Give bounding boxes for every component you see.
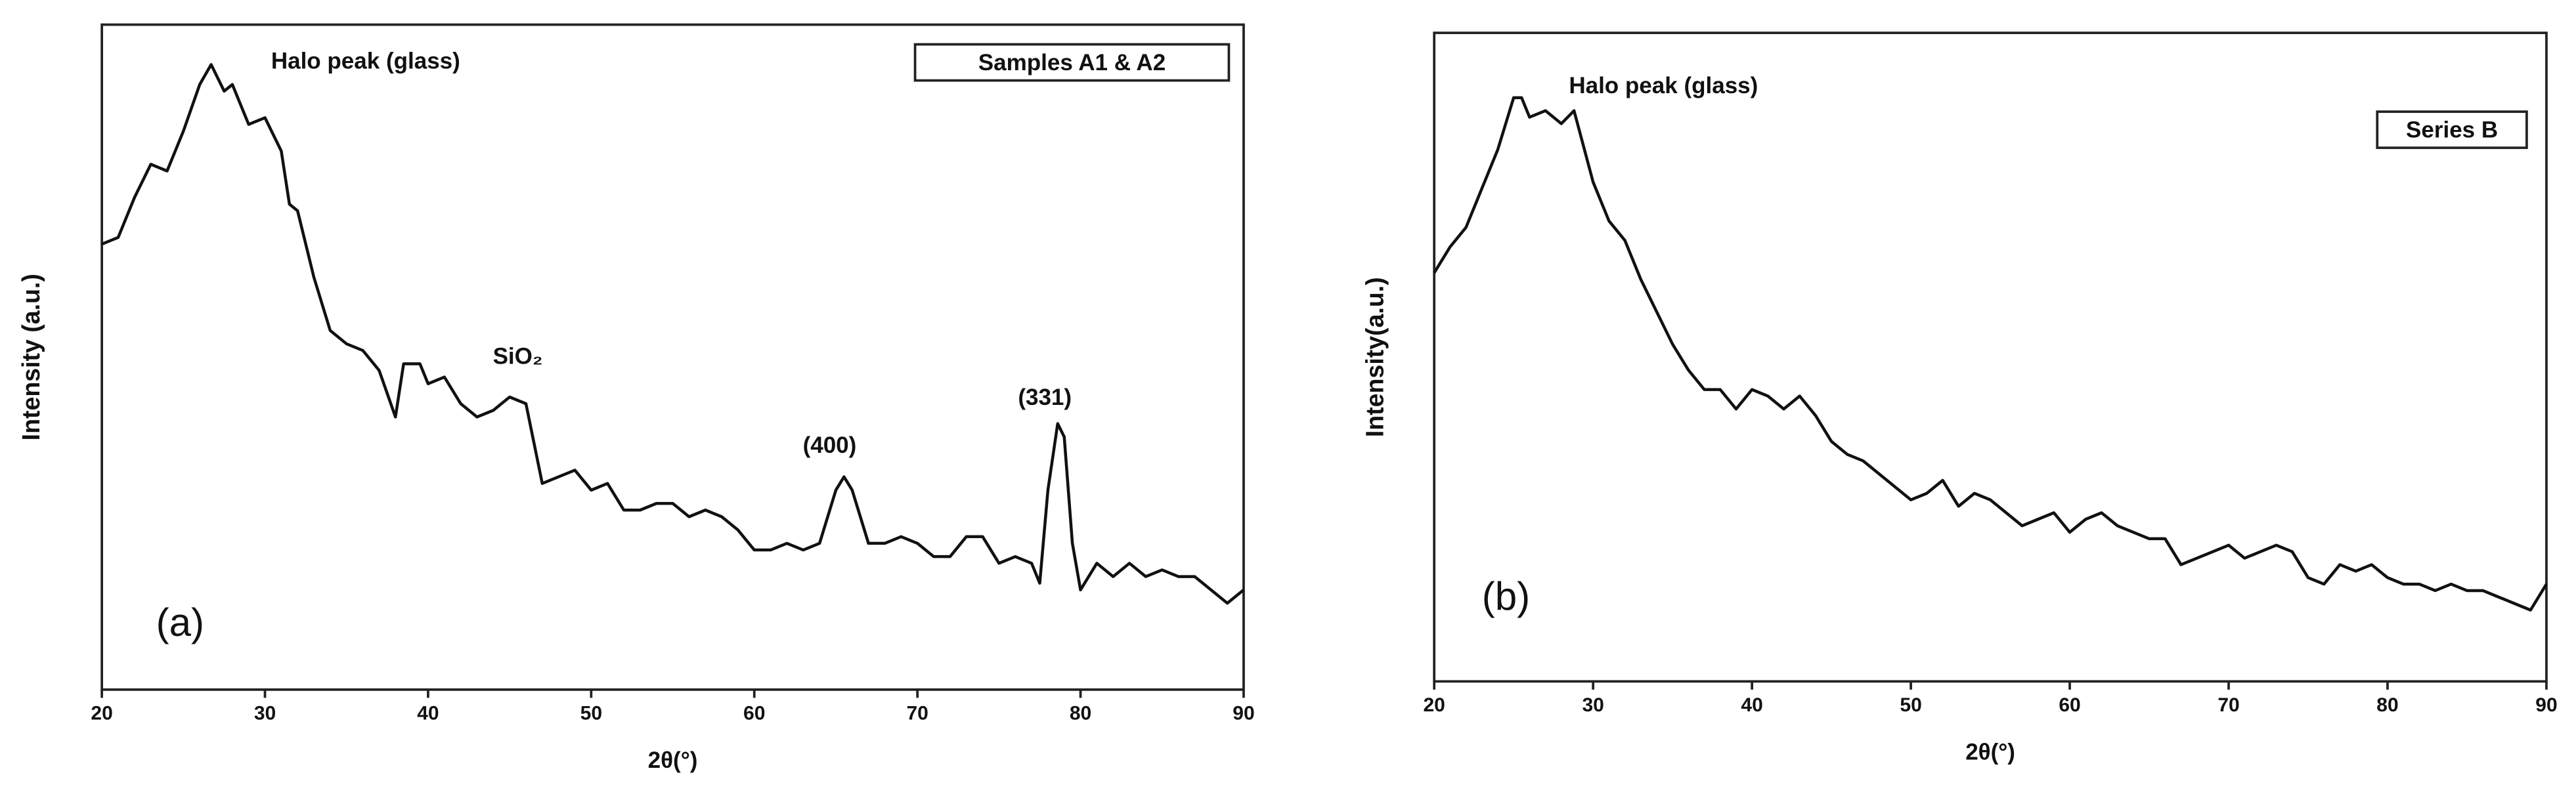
annotation: (331) xyxy=(1018,385,1072,410)
x-tick-label: 30 xyxy=(254,702,276,724)
annotation: (400) xyxy=(803,432,857,458)
y-axis-label: Intensity(a.u.) xyxy=(1361,277,1389,437)
annotation: Halo peak (glass) xyxy=(271,48,460,74)
legend-box xyxy=(2376,110,2528,150)
annotation: SiO₂ xyxy=(493,344,543,369)
x-tick-label: 30 xyxy=(1582,694,1604,716)
data-line xyxy=(101,63,1245,605)
y-axis-label: Intensity (a.u.) xyxy=(17,274,45,440)
plot-frame xyxy=(1433,32,2548,683)
x-tick-label: 40 xyxy=(417,702,439,724)
chart-panel: 20 30 40 50 60 70 80 90 2θ(°) Intensity(a.u.) Halo… xyxy=(1361,32,2558,765)
x-tick-label: 20 xyxy=(91,702,112,724)
panel-label: (a) xyxy=(156,600,204,644)
chart-panel: 20 30 40 50 60 70 80 90 2θ(°) Intensity (a.u.) Hal… xyxy=(17,23,1255,773)
legend-box xyxy=(913,43,1231,82)
x-axis-label: 2θ(°) xyxy=(1965,740,2015,765)
legend-label: Samples A1 & A2 xyxy=(978,50,1166,75)
plot-frame xyxy=(100,23,1245,691)
x-tick-label: 60 xyxy=(2059,694,2080,716)
x-tick-label: 80 xyxy=(2376,694,2398,716)
x-axis-label: 2θ(°) xyxy=(648,747,698,773)
x-tick-label: 70 xyxy=(906,702,928,724)
annotation: Halo peak (glass) xyxy=(1569,73,1758,98)
x-tick-label: 60 xyxy=(743,702,765,724)
data-line xyxy=(1433,96,2548,612)
x-tick-label: 80 xyxy=(1070,702,1091,724)
x-tick-label: 90 xyxy=(2535,694,2557,716)
x-tick-label: 50 xyxy=(580,702,602,724)
x-tick-label: 50 xyxy=(1900,694,1921,716)
x-tick-label: 20 xyxy=(1423,694,1445,716)
legend-label: Series B xyxy=(2406,117,2498,142)
x-tick-label: 40 xyxy=(1741,694,1762,716)
x-tick-label: 90 xyxy=(1233,702,1254,724)
x-tick-label: 70 xyxy=(2217,694,2239,716)
panel-label: (b) xyxy=(1482,574,1530,618)
